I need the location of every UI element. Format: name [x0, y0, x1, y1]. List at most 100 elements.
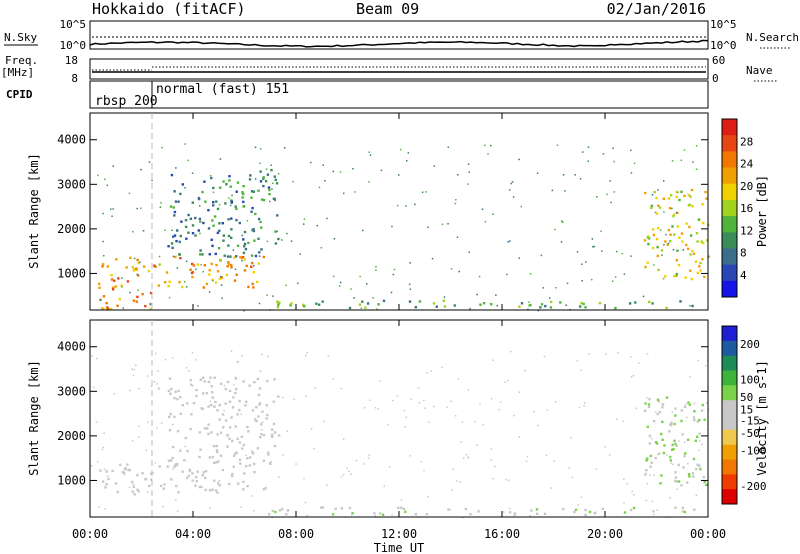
- echo-cell: [199, 232, 201, 235]
- echo-cell: [197, 197, 201, 201]
- colorbar-swatch: [722, 264, 737, 282]
- echo-cell: [651, 194, 654, 196]
- echo-cell: [146, 375, 149, 377]
- echo-cell: [228, 197, 230, 199]
- echo-cell: [656, 412, 659, 416]
- echo-cell: [673, 422, 676, 426]
- echo-cell: [669, 497, 671, 499]
- echo-cell: [135, 300, 138, 303]
- echo-cell: [690, 188, 694, 192]
- echo-cell: [647, 403, 651, 406]
- echo-cell: [149, 291, 153, 295]
- echo-cell: [130, 480, 134, 484]
- echo-cell: [149, 307, 152, 311]
- echo-cell: [261, 421, 264, 423]
- echo-cell: [230, 200, 233, 203]
- echo-cell: [656, 398, 660, 401]
- y-tick-label: 3000: [57, 384, 86, 398]
- echo-cell: [234, 377, 238, 380]
- echo-cell: [340, 387, 343, 390]
- echo-cell: [507, 241, 509, 243]
- echo-cell: [158, 263, 161, 266]
- echo-cell: [162, 505, 164, 508]
- echo-cell: [272, 400, 275, 403]
- echo-cell: [129, 389, 131, 392]
- echo-cell: [233, 384, 235, 386]
- echo-cell: [222, 180, 225, 183]
- echo-cell: [556, 144, 559, 146]
- echo-cell: [170, 173, 174, 177]
- echo-cell: [378, 512, 382, 515]
- echo-cell: [393, 268, 396, 271]
- echo-cell: [447, 146, 449, 148]
- echo-cell: [169, 205, 173, 208]
- echo-cell: [643, 239, 647, 242]
- echo-cell: [137, 490, 140, 493]
- echo-cell: [544, 304, 547, 308]
- echo-cell: [252, 286, 255, 289]
- echo-cell: [104, 508, 106, 510]
- echo-cell: [103, 255, 105, 257]
- echo-cell: [208, 253, 211, 256]
- echo-cell: [537, 424, 539, 427]
- echo-cell: [248, 464, 251, 467]
- echo-cell: [242, 238, 245, 241]
- echo-cell: [689, 376, 691, 378]
- echo-cell: [254, 212, 257, 216]
- echo-cell: [238, 221, 241, 225]
- echo-cell: [266, 294, 268, 296]
- echo-cell: [529, 273, 532, 275]
- echo-cell: [106, 184, 108, 187]
- echo-cell: [685, 403, 687, 405]
- echo-cell: [304, 501, 307, 504]
- echo-cell: [545, 454, 548, 456]
- echo-cell: [487, 153, 489, 155]
- echo-cell: [707, 255, 710, 258]
- echo-cell: [241, 196, 244, 199]
- echo-cell: [159, 206, 162, 208]
- echo-cell: [660, 474, 663, 477]
- echo-cell: [649, 454, 652, 458]
- echo-cell: [195, 359, 197, 361]
- echo-cell: [257, 217, 261, 221]
- echo-cell: [530, 509, 533, 512]
- echo-cell: [579, 178, 582, 180]
- echo-cell: [226, 380, 230, 384]
- echo-cell: [391, 225, 393, 228]
- echo-cell: [208, 269, 211, 272]
- echo-cell: [453, 304, 456, 307]
- echo-cell: [270, 164, 273, 166]
- echo-cell: [122, 307, 124, 309]
- echo-cell: [694, 260, 698, 263]
- echo-cell: [224, 202, 227, 205]
- echo-cell: [188, 370, 190, 372]
- echo-cell: [170, 459, 173, 462]
- echo-cell: [418, 300, 422, 303]
- echo-cell: [236, 181, 240, 184]
- colorbar-swatch: [722, 232, 737, 249]
- echo-cell: [408, 283, 411, 286]
- echo-cell: [200, 407, 203, 410]
- echo-cell: [110, 273, 113, 277]
- echo-cell: [242, 380, 245, 383]
- colorbar-swatch: [722, 199, 737, 217]
- echo-cell: [185, 476, 189, 480]
- echo-cell: [250, 210, 253, 213]
- echo-cell: [212, 444, 216, 448]
- echo-cell: [226, 445, 229, 448]
- echo-cell: [481, 208, 484, 210]
- echo-cell: [230, 266, 233, 269]
- freq-label: Freq.: [5, 54, 38, 67]
- echo-cell: [561, 221, 564, 223]
- echo-cell: [121, 471, 125, 474]
- echo-cell: [663, 211, 665, 213]
- echo-cell: [216, 450, 219, 454]
- echo-cell: [242, 443, 245, 447]
- echo-cell: [235, 190, 238, 193]
- echo-cell: [210, 431, 213, 434]
- echo-cell: [201, 253, 204, 256]
- echo-cell: [208, 456, 211, 459]
- echo-cell: [192, 402, 196, 405]
- echo-cell: [484, 144, 486, 147]
- echo-cell: [233, 454, 236, 457]
